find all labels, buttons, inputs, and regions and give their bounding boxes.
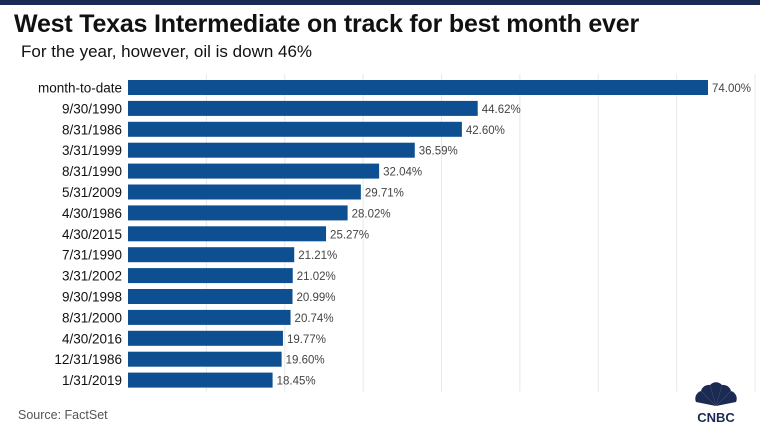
chart-title: West Texas Intermediate on track for bes… <box>14 10 639 38</box>
logo-text: CNBC <box>697 410 735 425</box>
bar <box>128 100 478 116</box>
category-label: 1/31/2019 <box>62 373 122 388</box>
chart-subtitle: For the year, however, oil is down 46% <box>21 42 313 61</box>
value-label: 44.62% <box>482 104 521 116</box>
category-label: 5/31/2009 <box>62 185 122 200</box>
bar <box>128 205 348 221</box>
source-note: Source: FactSet <box>18 408 108 422</box>
bar <box>128 226 327 242</box>
value-label: 21.21% <box>298 250 337 262</box>
value-label: 20.99% <box>297 292 336 304</box>
bar <box>128 351 282 367</box>
bar <box>128 247 295 263</box>
value-label: 25.27% <box>330 229 369 241</box>
bar <box>128 330 283 346</box>
category-label: 3/31/1999 <box>62 143 122 158</box>
bars <box>128 80 708 388</box>
bar <box>128 289 293 304</box>
category-label: 4/30/2015 <box>62 227 122 242</box>
category-label: 4/30/1986 <box>62 206 122 221</box>
value-label: 28.02% <box>352 208 391 220</box>
bar <box>128 184 361 200</box>
bar <box>128 80 708 95</box>
value-label: 74.00% <box>712 83 751 95</box>
bar <box>128 142 415 158</box>
value-label: 19.77% <box>287 334 326 346</box>
category-label: 8/31/1986 <box>62 122 122 137</box>
value-label: 20.74% <box>295 313 334 325</box>
category-label: 7/31/1990 <box>62 248 122 263</box>
bar <box>128 372 273 388</box>
value-label: 32.04% <box>383 167 422 179</box>
category-label: 12/31/1986 <box>54 352 122 367</box>
bar <box>128 121 462 137</box>
category-label: 8/31/1990 <box>62 164 122 179</box>
value-label: 42.60% <box>466 125 505 137</box>
category-label: 4/30/2016 <box>62 331 122 346</box>
category-label: 3/31/2002 <box>62 269 122 284</box>
value-label: 29.71% <box>365 188 404 200</box>
value-label: 21.02% <box>297 271 336 283</box>
value-label: 18.45% <box>277 376 316 388</box>
cnbc-peacock-logo: CNBC <box>695 382 737 425</box>
category-label: 9/30/1990 <box>62 101 122 116</box>
bar <box>128 163 380 179</box>
top-accent-bar <box>0 0 760 5</box>
value-label: 36.59% <box>419 146 458 158</box>
category-label: month-to-date <box>38 81 122 96</box>
value-label: 19.60% <box>286 355 325 367</box>
bar <box>128 309 291 325</box>
category-label: 9/30/1998 <box>62 290 122 305</box>
category-label: 8/31/2000 <box>62 310 122 325</box>
labels: month-to-date 74.00% 9/30/1990 44.62% 8/31/1… <box>38 81 751 389</box>
bar <box>128 268 293 284</box>
